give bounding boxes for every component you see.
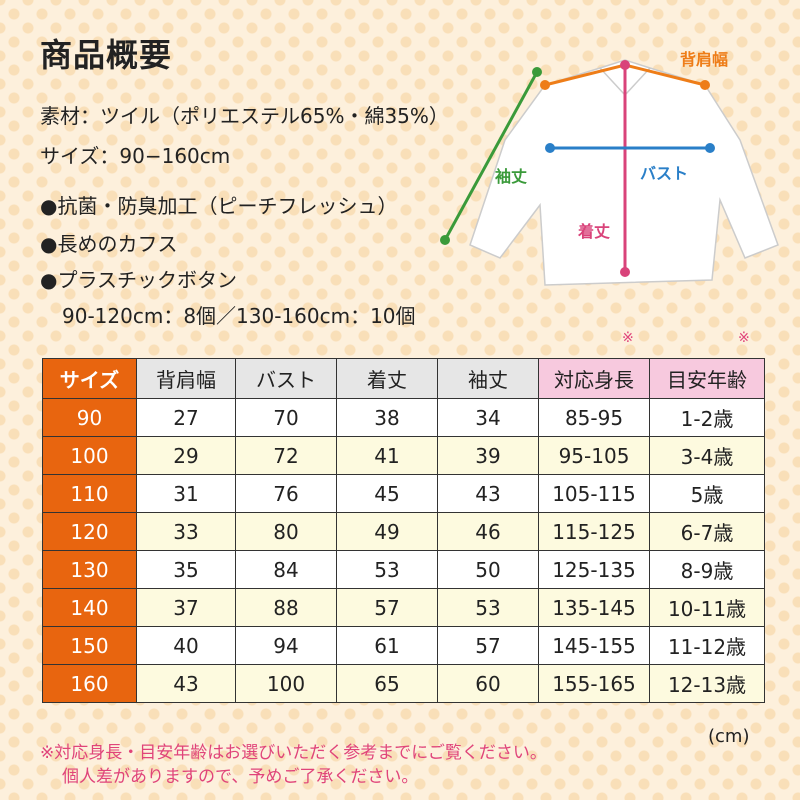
- table-cell: 39: [437, 436, 539, 475]
- table-cell: 背肩幅: [136, 358, 236, 399]
- table-cell: 125-135: [538, 550, 650, 589]
- table-cell: 46: [437, 512, 539, 551]
- table-cell: 57: [336, 588, 438, 627]
- unit: (cm): [708, 726, 750, 747]
- diagram-label: バスト: [640, 164, 689, 183]
- note: ※対応身長・目安年齢はお選びいただく参考までにご覧ください。: [40, 743, 547, 763]
- table-cell: 72: [235, 436, 337, 475]
- table-cell: 43: [437, 474, 539, 513]
- table-cell: 84: [235, 550, 337, 589]
- table-cell: 150: [42, 626, 137, 665]
- table-cell: 12-13歳: [649, 664, 765, 703]
- table-cell: 94: [235, 626, 337, 665]
- table-cell: 120: [42, 512, 137, 551]
- table-cell: 80: [235, 512, 337, 551]
- note: 個人差がありますので、予めご了承ください。: [62, 767, 419, 787]
- table-cell: 110: [42, 474, 137, 513]
- table-cell: 35: [136, 550, 236, 589]
- table-cell: 53: [437, 588, 539, 627]
- table-cell: 105-115: [538, 474, 650, 513]
- table-cell: 3-4歳: [649, 436, 765, 475]
- table-cell: 29: [136, 436, 236, 475]
- table-cell: 57: [437, 626, 539, 665]
- table-cell: 100: [235, 664, 337, 703]
- feature: ●長めのカフス: [40, 232, 178, 256]
- table-cell: 90: [42, 398, 137, 437]
- table-cell: 155-165: [538, 664, 650, 703]
- spec: サイズ：90−160cm: [40, 144, 231, 168]
- mark: ※: [622, 330, 634, 346]
- table-cell: 38: [336, 398, 438, 437]
- table-cell: 135-145: [538, 588, 650, 627]
- table-cell: 43: [136, 664, 236, 703]
- table-cell: サイズ: [42, 358, 137, 399]
- table-cell: 袖丈: [437, 358, 539, 399]
- table-cell: 76: [235, 474, 337, 513]
- table-cell: 85-95: [538, 398, 650, 437]
- table-cell: 61: [336, 626, 438, 665]
- size-table: サイズ 背肩幅 バスト 着丈 袖丈 対応身長 目安年齢 90 27 70 38 34 85-95 1-2歳…: [42, 358, 765, 703]
- table-cell: 160: [42, 664, 137, 703]
- title: 商品概要: [40, 36, 173, 74]
- table-cell: 41: [336, 436, 438, 475]
- table-cell: 100: [42, 436, 137, 475]
- spec: 素材：ツイル（ポリエステル65%・綿35%）: [40, 104, 449, 128]
- table-cell: 27: [136, 398, 236, 437]
- table-cell: 37: [136, 588, 236, 627]
- feature: ●抗菌・防臭加工（ピーチフレッシュ）: [40, 194, 398, 218]
- table-cell: 53: [336, 550, 438, 589]
- table-cell: 40: [136, 626, 236, 665]
- table-cell: 49: [336, 512, 438, 551]
- table-cell: 対応身長: [538, 358, 650, 399]
- table-cell: 目安年齢: [649, 358, 765, 399]
- table-cell: 60: [437, 664, 539, 703]
- table-cell: 6-7歳: [649, 512, 765, 551]
- table-cell: 115-125: [538, 512, 650, 551]
- table-cell: 8-9歳: [649, 550, 765, 589]
- table-cell: 33: [136, 512, 236, 551]
- table-cell: 130: [42, 550, 137, 589]
- table-cell: 34: [437, 398, 539, 437]
- table-cell: 140: [42, 588, 137, 627]
- table-cell: 着丈: [336, 358, 438, 399]
- table-cell: 70: [235, 398, 337, 437]
- table-cell: 5歳: [649, 474, 765, 513]
- diagram-label: 着丈: [578, 222, 611, 241]
- table-cell: 31: [136, 474, 236, 513]
- table-cell: 65: [336, 664, 438, 703]
- table-cell: 45: [336, 474, 438, 513]
- table-cell: バスト: [235, 358, 337, 399]
- table-cell: 11-12歳: [649, 626, 765, 665]
- mark: ※: [738, 330, 750, 346]
- diagram-label: 袖丈: [495, 167, 528, 186]
- table-cell: 50: [437, 550, 539, 589]
- table-cell: 1-2歳: [649, 398, 765, 437]
- table-cell: 88: [235, 588, 337, 627]
- diagram-label: 背肩幅: [680, 50, 729, 69]
- shirt-diagram: [440, 59, 779, 286]
- feature: ●プラスチックボタン: [40, 268, 238, 292]
- table-cell: 145-155: [538, 626, 650, 665]
- feature-detail: 90-120cm：8個／130-160cm：10個: [62, 304, 416, 328]
- table-cell: 10-11歳: [649, 588, 765, 627]
- table-cell: 95-105: [538, 436, 650, 475]
